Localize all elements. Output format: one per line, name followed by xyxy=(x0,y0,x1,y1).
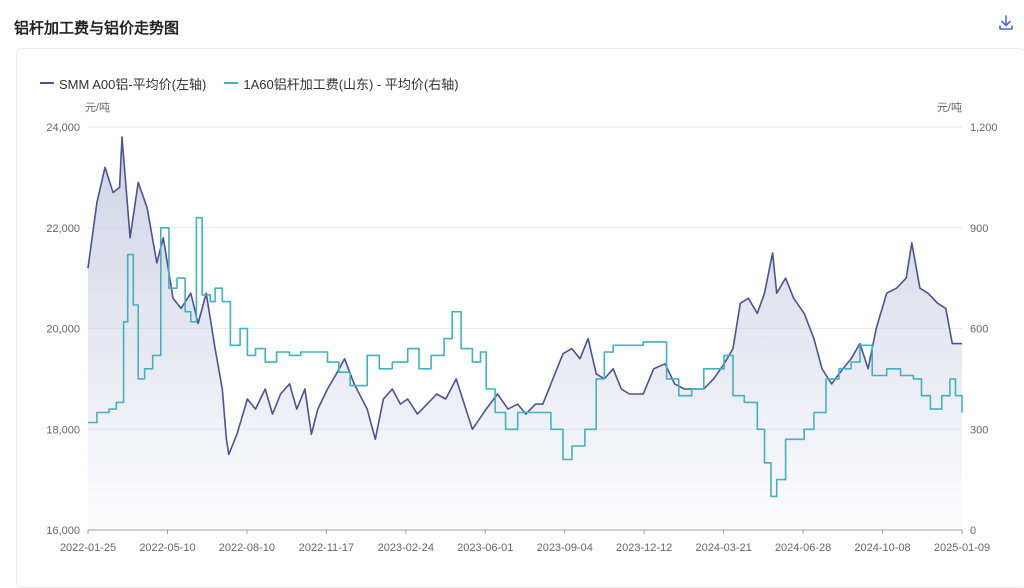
chart-legend: SMM A00铝-平均价(左轴) 1A60铝杆加工费(山东) - 平均价(右轴) xyxy=(40,74,477,92)
legend-label-aluminum: SMM A00铝-平均价(左轴) xyxy=(59,76,207,92)
x-tick-label: 2024-06-28 xyxy=(775,542,831,554)
series-line-aluminum xyxy=(87,136,962,456)
legend-label-fee: 1A60铝杆加工费(山东) - 平均价(右轴) xyxy=(243,76,459,92)
y-right-tick-label: 0 xyxy=(970,525,976,537)
legend-item-fee[interactable]: 1A60铝杆加工费(山东) - 平均价(右轴) xyxy=(224,74,459,93)
x-tick-label: 2022-08-10 xyxy=(219,542,275,554)
x-tick-label: 2023-09-04 xyxy=(537,542,593,554)
page-title: 铝杆加工费与铝价走势图 xyxy=(14,20,180,37)
x-tick-label: 2025-01-09 xyxy=(934,542,990,554)
x-tick-label: 2024-03-21 xyxy=(695,542,751,554)
x-tick-label: 2023-12-12 xyxy=(616,542,672,554)
y-left-tick-label: 20,000 xyxy=(46,324,80,336)
x-tick-label: 2023-02-24 xyxy=(378,542,434,554)
x-tick-label: 2022-05-10 xyxy=(139,542,195,554)
y-right-tick-label: 300 xyxy=(970,424,988,436)
y-left-tick-label: 18,000 xyxy=(46,424,80,436)
y-left-tick-label: 24,000 xyxy=(46,122,80,134)
y-right-unit: 元/吨 xyxy=(937,101,962,114)
y-left-tick-label: 16,000 xyxy=(46,525,80,537)
header: 铝杆加工费与铝价走势图 xyxy=(0,0,1024,50)
series-area-aluminum xyxy=(88,137,962,530)
x-tick-label: 2022-11-17 xyxy=(299,542,354,554)
line-chart: 16,000 0 18,000 300 20,000 600 22,000 900 24,000… xyxy=(46,101,998,554)
y-left-unit: 元/吨 xyxy=(85,101,110,114)
y-left-tick-label: 22,000 xyxy=(46,223,80,235)
download-button[interactable] xyxy=(996,13,1016,33)
y-right-tick-label: 1,200 xyxy=(970,122,998,134)
series-line-fee xyxy=(88,216,963,498)
x-tick-label: 2024-10-08 xyxy=(854,542,910,554)
download-icon xyxy=(999,15,1013,30)
legend-swatch-aluminum xyxy=(40,82,54,84)
legend-swatch-fee xyxy=(224,82,239,84)
y-right-tick-label: 600 xyxy=(970,324,988,336)
x-tick-label: 2022-01-25 xyxy=(60,542,116,554)
legend-item-aluminum[interactable]: SMM A00铝-平均价(左轴) xyxy=(40,74,206,93)
y-right-tick-label: 900 xyxy=(970,223,988,235)
x-tick-label: 2023-06-01 xyxy=(457,542,513,554)
